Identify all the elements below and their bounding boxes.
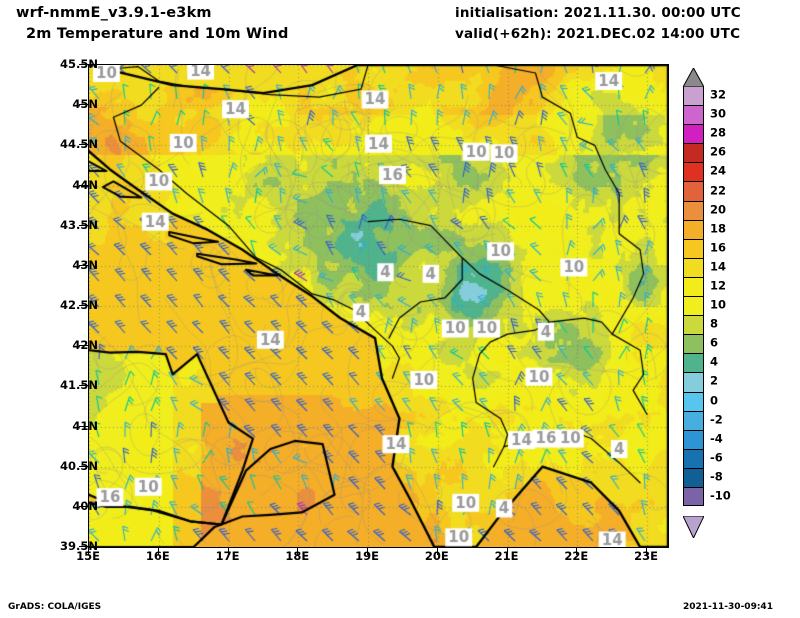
colorbar-cell: -6 — [683, 448, 723, 468]
y-axis-tick-mark — [79, 345, 88, 347]
x-axis-tick-label: 19E — [355, 549, 379, 563]
colorbar-cell: 8 — [683, 315, 718, 335]
y-axis-tick-mark — [79, 505, 88, 507]
colorbar-tick-label: 2 — [710, 374, 719, 389]
colorbar-cell: 12 — [683, 276, 726, 297]
colorbar-tick-label: -8 — [710, 469, 723, 484]
x-axis-tick-label: 15E — [76, 549, 100, 563]
x-axis-tick-label: 22E — [564, 549, 589, 563]
y-axis-tick-mark — [79, 546, 88, 547]
colorbar-tick-label: 14 — [710, 259, 727, 274]
colorbar-cell: 22 — [683, 181, 726, 201]
x-axis-tick-mark — [88, 547, 89, 555]
colorbar-cell: -4 — [683, 429, 723, 449]
colorbar-tick-label: 4 — [710, 354, 719, 369]
y-axis-tick-mark — [79, 465, 88, 467]
footer-timestamp: 2021-11-30-09:41 — [683, 602, 773, 612]
x-axis-tick-label: 17E — [215, 549, 240, 563]
y-axis-tick-mark — [79, 64, 88, 65]
colorbar-tick-label: 26 — [710, 144, 727, 159]
x-axis-tick-mark — [506, 547, 508, 555]
colorbar-tick-label: -4 — [710, 431, 723, 446]
valid-time: valid(+62h): 2021.DEC.02 14:00 UTC — [455, 26, 741, 42]
colorbar-cell: 30 — [683, 105, 726, 125]
x-axis-tick-mark — [157, 547, 159, 555]
y-axis-tick-mark — [79, 184, 88, 186]
footer-credit: GrADS: COLA/IGES — [8, 602, 102, 612]
x-axis-tick-mark — [436, 547, 438, 555]
x-axis-tick-label: 21E — [494, 549, 519, 563]
x-axis-tick-mark — [576, 547, 578, 555]
colorbar-tick-label: 8 — [710, 316, 719, 331]
colorbar-tick-label: 18 — [710, 221, 727, 236]
y-axis-tick-mark — [79, 224, 88, 226]
colorbar-tick-label: 32 — [710, 87, 727, 102]
y-axis-tick-mark — [79, 264, 88, 266]
colorbar-cell: 26 — [683, 143, 726, 163]
colorbar-cell: 4 — [683, 353, 718, 373]
x-axis-tick-label: 16E — [145, 549, 170, 563]
colorbar-cell: 14 — [683, 257, 726, 277]
colorbar-tick-label: 24 — [710, 164, 727, 179]
colorbar-tick-label: 6 — [710, 335, 719, 350]
colorbar-cell: 18 — [683, 219, 726, 239]
colorbar-tick-label: -10 — [710, 488, 731, 503]
colorbar-tick-label: -2 — [710, 412, 723, 427]
colorbar-cell: 6 — [683, 334, 718, 354]
colorbar-cell: 16 — [683, 238, 726, 258]
x-axis-tick-label: 18E — [285, 549, 310, 563]
y-axis-tick-mark — [79, 305, 88, 306]
map-plot-area[interactable] — [88, 64, 669, 548]
x-axis-tick-mark — [227, 547, 229, 555]
colorbar-tick-label: 12 — [710, 278, 727, 293]
x-axis-tick-mark — [646, 547, 648, 555]
x-axis-tick-mark — [297, 547, 299, 555]
colorbar-cell: 2 — [683, 372, 718, 392]
colorbar-cell: -2 — [683, 410, 723, 430]
colorbar-tick-label: -6 — [710, 450, 723, 465]
colorbar-over-arrow — [683, 68, 704, 87]
colorbar-cell: -10 — [683, 486, 731, 507]
y-axis-tick-mark — [79, 425, 88, 427]
temperature-wind-map[interactable] — [89, 65, 668, 547]
colorbar-cell: 32 — [683, 86, 726, 106]
colorbar-tick-label: 22 — [710, 183, 727, 198]
temperature-colorbar[interactable]: 32 30 28 26 24 22 20 18 16 14 12 10 8 6 4 2 0 -2 -4 -6 -8 -10 — [683, 86, 731, 507]
colorbar-tick-label: 10 — [710, 297, 727, 312]
colorbar-tick-label: 30 — [710, 106, 727, 121]
x-axis-tick-label: 20E — [424, 549, 449, 563]
colorbar-tick-label: 20 — [710, 202, 727, 217]
colorbar-cell: -8 — [683, 467, 723, 487]
x-axis-tick-mark — [367, 547, 369, 555]
field-title: 2m Temperature and 10m Wind — [26, 26, 289, 42]
colorbar-cell: 0 — [683, 391, 718, 411]
y-axis-tick-mark — [79, 385, 88, 387]
colorbar-cell: 10 — [683, 296, 726, 316]
colorbar-cell: 28 — [683, 124, 726, 144]
model-title: wrf-nmmE_v3.9.1-e3km — [16, 5, 212, 21]
y-axis-tick-mark — [79, 144, 88, 146]
initialisation-time: initialisation: 2021.11.30. 00:00 UTC — [455, 5, 741, 21]
colorbar-tick-label: 28 — [710, 125, 727, 140]
colorbar-under-arrow — [683, 516, 704, 538]
x-axis-tick-label: 23E — [634, 549, 658, 563]
colorbar-tick-label: 16 — [710, 240, 727, 255]
y-axis-tick-mark — [79, 104, 88, 106]
colorbar-tick-label: 0 — [710, 393, 719, 408]
colorbar-cell: 20 — [683, 200, 726, 220]
colorbar-cell: 24 — [683, 162, 726, 182]
